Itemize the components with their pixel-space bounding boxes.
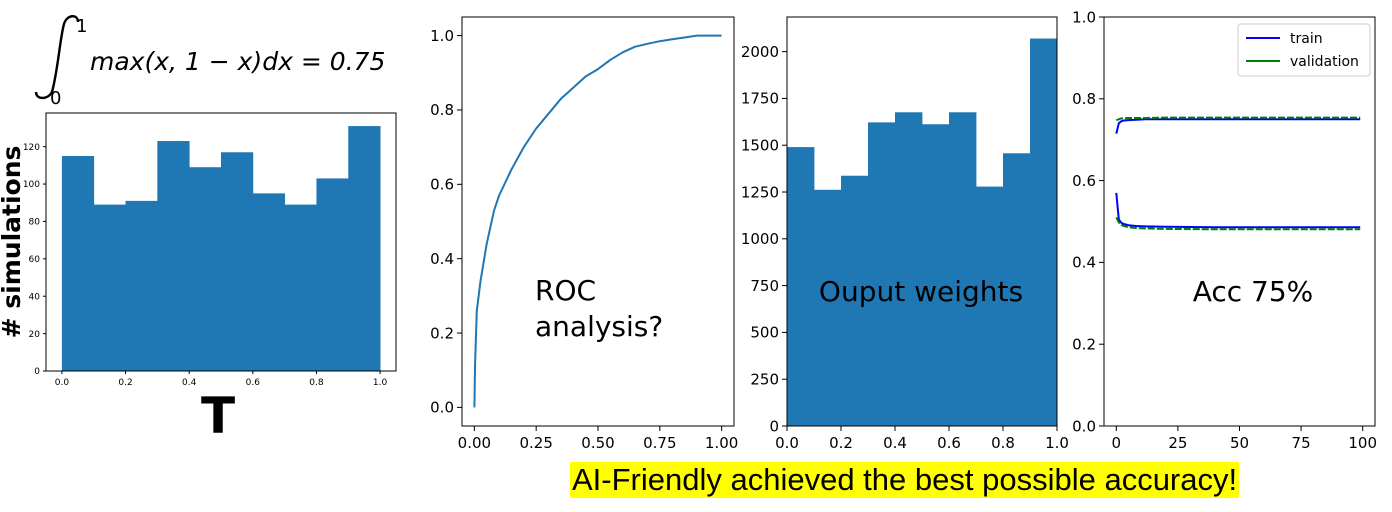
chart3-annotation: Ouput weights [819,275,1023,308]
chart1-y-tick-label: 40 [29,292,41,302]
chart3-y-tick-label: 750 [750,277,779,295]
chart1-bar [125,200,158,371]
chart3-y-tick-label: 1250 [741,183,779,201]
chart1-x-tick-label: 0.8 [309,378,324,388]
chart3-x-tick-label: 1.0 [1045,434,1069,452]
chart1-x-tick-label: 0.0 [55,378,70,388]
chart3-y-tick-label: 1500 [741,136,779,154]
chart4-x-tick-label: 0 [1112,434,1122,452]
chart1-bar [61,156,95,371]
chart2-roc-curve [473,34,722,408]
chart2-y-tick-label: 1.0 [430,27,454,45]
chart1-frame [45,112,397,372]
chart2-y-tick-label: 0.6 [430,176,454,194]
chart2-y-tick-label: 0.2 [430,324,454,342]
chart1-y-tick-label: 60 [29,255,41,265]
chart3-y-tick-label: 500 [750,324,779,342]
chart3-bar [949,112,977,426]
chart2-x-tick-label: 1.00 [705,434,738,452]
chart3-bar [922,124,950,427]
chart2-x-tick-label: 0.75 [643,434,676,452]
integral-formula: 1 0 max(x, 1 − x)dx = 0.75 [34,15,385,108]
chart2-x-tick-label: 0.25 [519,434,552,452]
integral-sign [34,15,80,100]
chart3-y-tick-label: 1750 [741,90,779,108]
chart1-x-axis-label: T [201,387,235,445]
chart3-x-tick-label: 0.0 [775,434,799,452]
chart1-bar [348,126,381,371]
integral-expression: max(x, 1 − x)dx = 0.75 [90,47,385,76]
chart1-y-tick-label: 100 [23,180,40,190]
integral-upper-limit: 1 [76,16,87,37]
chart3-y-tick-label: 250 [750,370,779,388]
chart1-x-tick-label: 0.4 [182,378,197,388]
chart2-x-tick-label: 0.50 [581,434,614,452]
chart1-x-tick-label: 0.2 [118,378,132,388]
chart3-y-tick-label: 0 [769,417,779,435]
chart1-y-tick-label: 20 [29,330,41,340]
chart4-y-tick-label: 0.8 [1072,90,1096,108]
chart1-bar [189,167,222,371]
chart3-x-tick-label: 0.6 [937,434,961,452]
chart2-y-tick-label: 0.8 [430,101,454,119]
chart1-bar [284,204,317,371]
chart4-series-line [1115,116,1361,122]
chart4-series-line [1115,216,1361,231]
chart1-x-tick-label: 0.6 [246,378,261,388]
chart3-bar [814,189,842,426]
chart1-y-tick-label: 120 [23,143,40,153]
chart2-frame [461,16,735,427]
chart1-x-tick-label: 1.0 [373,378,388,388]
chart4-x-tick-label: 25 [1168,434,1187,452]
chart4-annotation: Acc 75% [1193,275,1314,308]
chart3-frame [786,16,1058,427]
chart3-bar [787,147,815,427]
chart3-x-tick-label: 0.8 [991,434,1015,452]
chart1-y-axis-label: # simulations [0,146,26,339]
chart1-bar [221,152,254,371]
chart3-bar [976,186,1004,426]
chart1-bar [252,193,286,371]
chart2-annotation: ROC [535,274,596,307]
chart3-bar [1003,153,1031,426]
chart4-y-tick-label: 0.0 [1072,417,1096,435]
chart4-legend-label: validation [1290,54,1359,70]
chart3-bar [895,112,923,426]
chart1-y-tick-label: 0 [34,367,40,377]
chart1-bar [316,178,349,371]
chart4-x-tick-label: 100 [1348,434,1377,452]
chart4-series-line [1115,118,1361,134]
chart3-y-tick-label: 1000 [741,230,779,248]
chart4-series-line [1115,192,1361,229]
chart4-x-tick-label: 75 [1292,434,1311,452]
caption-banner: AI-Friendly achieved the best possible a… [570,462,1240,498]
chart4-y-tick-label: 0.2 [1072,335,1096,353]
chart3-x-tick-label: 0.2 [829,434,853,452]
chart3-y-tick-label: 2000 [741,43,779,61]
chart2-annotation: analysis? [535,310,663,343]
chart4-x-tick-label: 50 [1230,434,1249,452]
chart1-y-tick-label: 80 [29,218,41,228]
chart4-frame [1103,16,1376,427]
integral-lower-limit: 0 [50,88,61,108]
chart4-legend-label: train [1290,31,1323,47]
chart1-bar [93,204,126,371]
chart3-bar [1030,38,1058,427]
chart1-bar [157,141,190,371]
chart3-x-tick-label: 0.4 [883,434,907,452]
chart2-y-tick-label: 0.4 [430,250,454,268]
chart4-y-tick-label: 1.0 [1072,8,1096,26]
chart4-y-tick-label: 0.4 [1072,254,1096,272]
chart3-bar [868,122,896,427]
chart4-y-tick-label: 0.6 [1072,172,1096,190]
chart2-y-tick-label: 0.0 [430,399,454,417]
chart2-x-tick-label: 0.00 [458,434,491,452]
chart3-bar [841,175,869,426]
